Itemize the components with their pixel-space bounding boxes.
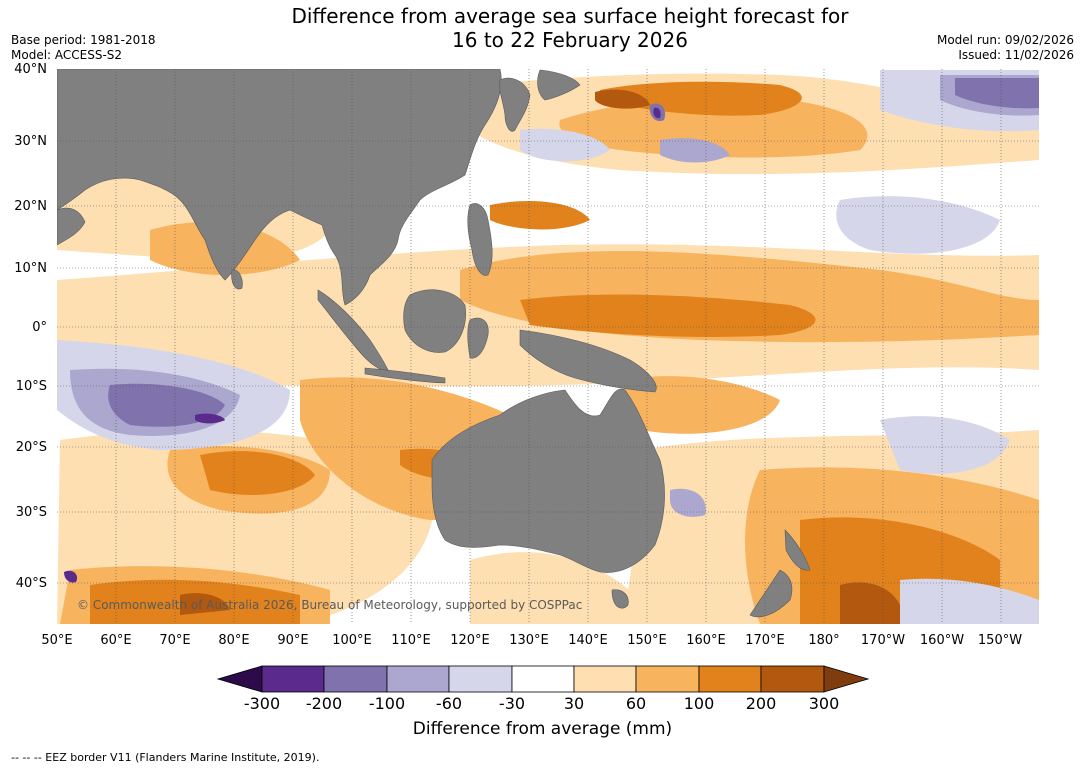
meta-right: Model run: 09/02/2026 Issued: 11/02/2026 — [937, 33, 1074, 63]
new-zealand-south — [749, 569, 793, 618]
colorbar-bin-6 — [573, 665, 637, 693]
colorbar-arrow-high — [823, 665, 870, 693]
title-line-1: Difference from average sea surface heig… — [291, 4, 849, 28]
australia — [431, 388, 665, 573]
colorbar-title: Difference from average (mm) — [412, 719, 673, 739]
land-masses — [57, 69, 811, 618]
lat-label-10n: 10°N — [14, 261, 47, 276]
tasmania — [611, 589, 629, 609]
colorbar-tick-neg200: -200 — [305, 694, 343, 713]
lon-label-150w: 150°W — [977, 633, 1023, 648]
issued-date: Issued: 11/02/2026 — [958, 48, 1074, 62]
japan — [537, 69, 581, 101]
colorbar-tick-neg100: -100 — [368, 694, 406, 713]
colorbar-bin-9 — [760, 665, 825, 693]
lat-label-0: 0° — [32, 320, 47, 335]
colorbar — [216, 665, 870, 693]
sri-lanka — [231, 269, 243, 290]
lon-label-60e: 60°E — [100, 633, 132, 648]
colorbar-tick-100: 100 — [683, 694, 715, 713]
colorbar-tick-300: 300 — [808, 694, 840, 713]
model-run: Model run: 09/02/2026 — [936, 33, 1074, 47]
model-name: Model: ACCESS-S2 — [11, 48, 123, 62]
graticule — [57, 69, 1039, 624]
sulawesi — [467, 317, 489, 359]
colorbar-bin-4 — [448, 665, 513, 693]
colorbar-bin-8 — [698, 665, 762, 693]
lon-label-110e: 110°E — [391, 633, 431, 648]
arabia-africa-fragment — [57, 207, 86, 246]
lat-label-40s: 40°S — [15, 576, 47, 591]
lon-label-80e: 80°E — [218, 633, 250, 648]
lon-label-130e: 130°E — [509, 633, 549, 648]
anomaly-neg-200-300 — [64, 107, 661, 583]
borneo — [403, 289, 466, 353]
lon-label-170w: 170°W — [860, 633, 906, 648]
lon-label-160w: 160°W — [919, 633, 965, 648]
lon-label-180: 180° — [808, 633, 840, 648]
colorbar-tick-neg60: -60 — [435, 694, 463, 713]
lon-label-160e: 160°E — [686, 633, 726, 648]
colorbar-bin-3 — [386, 665, 450, 693]
lon-label-140e: 140°E — [568, 633, 608, 648]
colorbar-tick-neg30: -30 — [498, 694, 526, 713]
base-period: Base period: 1981-2018 — [11, 33, 156, 47]
java — [364, 367, 446, 384]
lon-label-150e: 150°E — [627, 633, 667, 648]
philippines — [467, 203, 493, 276]
korea-japan — [499, 77, 531, 132]
colorbar-arrow-low — [216, 665, 263, 693]
lat-label-30n: 30°N — [14, 134, 47, 149]
colorbar-bin-7 — [635, 665, 700, 693]
colorbar-tick-30: 30 — [563, 694, 585, 713]
colorbar-bin-2 — [323, 665, 388, 693]
lat-label-30s: 30°S — [15, 505, 47, 520]
asia-mainland — [57, 69, 502, 306]
new-zealand-north — [784, 529, 811, 571]
lon-label-100e: 100°E — [332, 633, 372, 648]
meta-left: Base period: 1981-2018 Model: ACCESS-S2 — [11, 33, 156, 63]
title-line-2: 16 to 22 February 2026 — [452, 28, 688, 52]
lat-label-10s: 10°S — [15, 379, 47, 394]
lon-label-170e: 170°E — [745, 633, 785, 648]
lon-label-50e: 50°E — [41, 633, 73, 648]
anomaly-200-300 — [180, 89, 900, 624]
colorbar-bin-5 — [511, 665, 575, 693]
lon-label-120e: 120°E — [450, 633, 490, 648]
colorbar-tick-neg300: -300 — [243, 694, 281, 713]
lon-label-70e: 70°E — [159, 633, 191, 648]
lat-label-40n: 40°N — [14, 62, 47, 77]
lon-label-90e: 90°E — [277, 633, 309, 648]
colorbar-bin-1 — [261, 665, 325, 693]
map-title: Difference from average sea surface heig… — [0, 4, 1085, 52]
eez-footnote: -- -- -- EEZ border V11 (Flanders Marine… — [11, 751, 320, 764]
lat-label-20s: 20°S — [15, 440, 47, 455]
copyright-notice: © Commonwealth of Australia 2026, Bureau… — [77, 598, 583, 612]
lat-label-20n: 20°N — [14, 199, 47, 214]
colorbar-tick-200: 200 — [745, 694, 777, 713]
colorbar-tick-60: 60 — [625, 694, 647, 713]
